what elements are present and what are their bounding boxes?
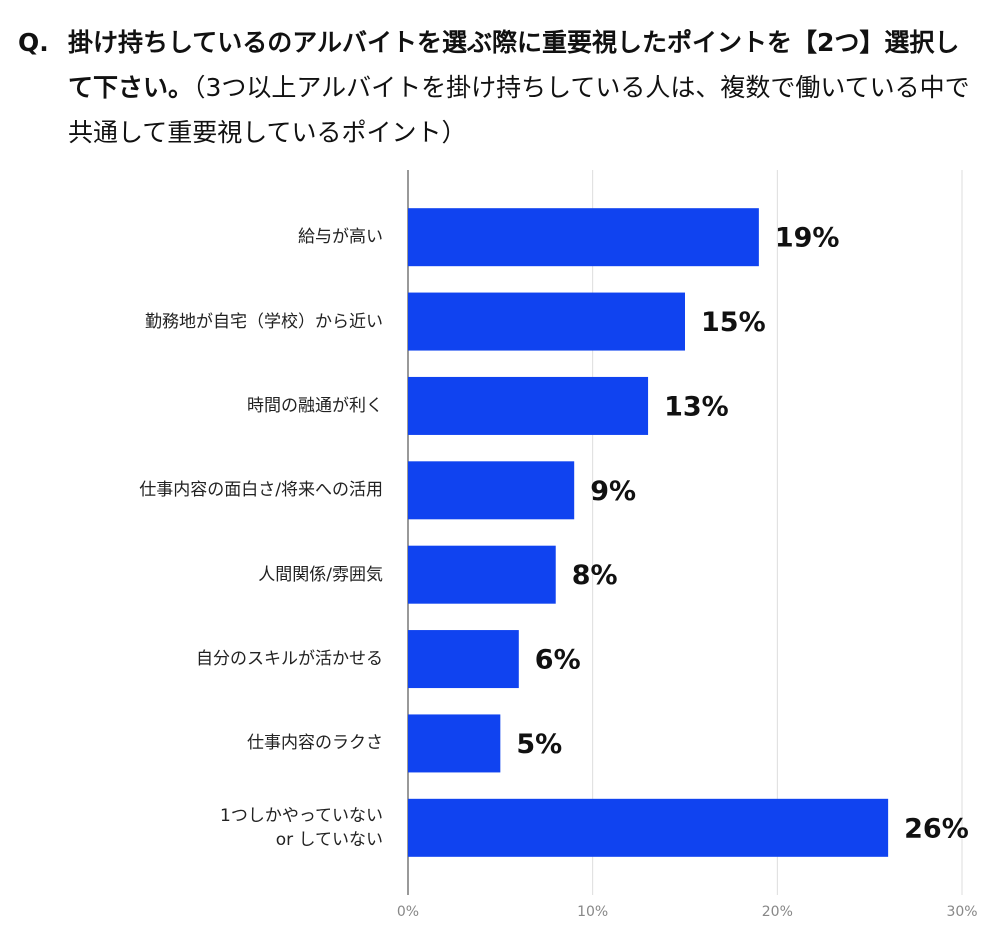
y-tick-label: 自分のスキルが活かせる	[196, 649, 383, 670]
bar	[408, 630, 519, 689]
y-tick-label: 1つしかやっていない or していない	[220, 805, 383, 850]
x-tick-label: 30%	[946, 904, 977, 920]
bar	[408, 461, 575, 520]
x-tick-label: 10%	[577, 904, 608, 920]
value-label: 13%	[664, 391, 729, 422]
x-tick-label: 0%	[397, 904, 419, 920]
y-tick-label: 勤務地が自宅（学校）から近い	[145, 311, 383, 332]
bar	[408, 714, 501, 773]
question-label: Q.	[18, 28, 49, 57]
chart-title: 掛け持ちしているのアルバイトを選ぶ際に重要視したポイントを【2つ】選択して下さい…	[68, 28, 960, 102]
y-tick-label: 人間関係/雰囲気	[258, 564, 383, 585]
value-label: 8%	[572, 560, 618, 591]
bar	[408, 376, 649, 435]
value-label: 19%	[775, 223, 840, 254]
y-tick-label: 時間の融通が利く	[247, 395, 383, 416]
bar	[408, 798, 889, 857]
bar	[408, 545, 556, 604]
y-tick-label: 仕事内容のラクさ	[247, 733, 383, 754]
value-label: 5%	[516, 729, 562, 760]
chart-subtitle: （3つ以上アルバイトを掛け持ちしている人は、複数で働いている中で共通して重要視し…	[68, 73, 970, 147]
bar	[408, 208, 759, 267]
value-label: 26%	[904, 813, 969, 844]
header: Q. 掛け持ちしているのアルバイトを選ぶ際に重要視したポイントを【2つ】選択して…	[18, 20, 978, 155]
title-block: 掛け持ちしているのアルバイトを選ぶ際に重要視したポイントを【2つ】選択して下さい…	[68, 20, 978, 155]
value-label: 15%	[701, 307, 766, 338]
value-label: 6%	[535, 645, 581, 676]
x-tick-label: 20%	[762, 904, 793, 920]
y-tick-label: 仕事内容の面白さ/将来への活用	[139, 480, 383, 501]
y-tick-label: 給与が高い	[298, 227, 383, 248]
value-label: 9%	[590, 476, 636, 507]
bar	[408, 292, 685, 351]
